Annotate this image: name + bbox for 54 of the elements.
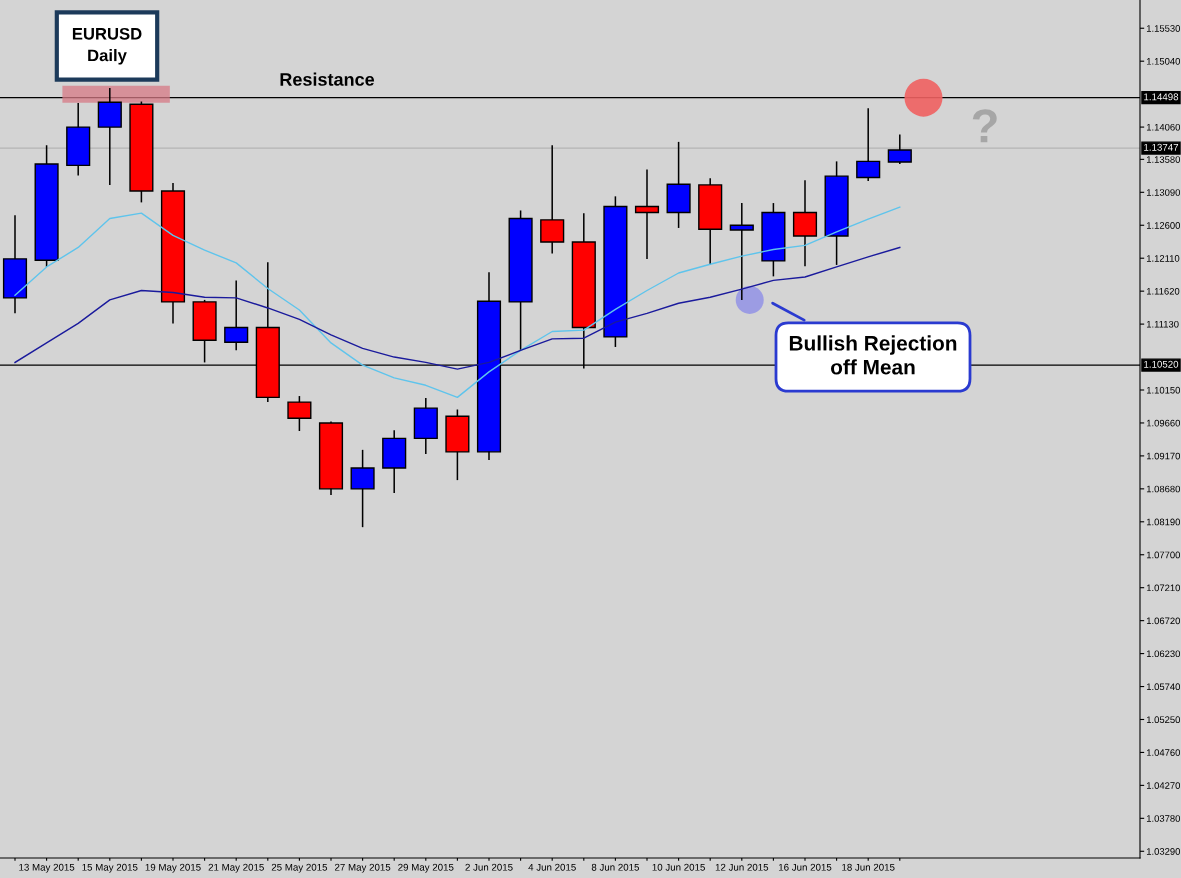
ref-line-label: 1.10520 <box>1144 360 1179 368</box>
y-tick-label: 1.08680 <box>1146 485 1181 493</box>
x-tick-label: 2 Jun 2015 <box>465 863 513 871</box>
x-tick-label: 25 May 2015 <box>271 863 328 873</box>
x-tick-label: 29 May 2015 <box>398 863 454 873</box>
candlestick <box>287 395 312 432</box>
y-tick-label: 1.05740 <box>1146 683 1181 691</box>
candlestick <box>540 144 565 255</box>
x-tick-label: 16 Jun 2015 <box>778 863 832 871</box>
candlestick <box>887 133 912 165</box>
x-tick-label: 19 May 2015 <box>145 863 201 873</box>
y-tick-label: 1.03780 <box>1146 815 1181 822</box>
x-tick-label: 8 Jun 2015 <box>591 863 640 871</box>
y-tick-label: 1.09660 <box>1146 419 1181 427</box>
y-tick-label: 1.05250 <box>1146 716 1181 723</box>
y-tick-label: 1.03290 <box>1146 848 1181 855</box>
x-tick-label: 13 May 2015 <box>19 863 75 873</box>
y-tick-label: 1.11130 <box>1146 320 1179 328</box>
candlestick <box>856 107 881 182</box>
annotation: Bullish Rejection off Mean <box>789 335 957 375</box>
y-tick-label: 1.09170 <box>1146 452 1181 460</box>
y-tick-label: 1.15530 <box>1146 25 1181 32</box>
y-tick-label: 1.12600 <box>1146 222 1181 229</box>
y-tick-label: 1.10150 <box>1146 386 1181 394</box>
candlestick <box>729 202 754 301</box>
y-tick-label: 1.12110 <box>1146 255 1180 262</box>
y-tick-label: 1.15040 <box>1146 58 1181 65</box>
x-tick-label: 18 Jun 2015 <box>842 863 895 871</box>
text: EURUSD Daily <box>72 27 142 65</box>
ref-line-label: 1.14498 <box>1144 93 1179 101</box>
candlestick <box>224 279 249 352</box>
x-tick-label: 15 May 2015 <box>82 863 138 873</box>
y-tick-label: 1.06720 <box>1146 617 1181 625</box>
x-tick-label: 12 Jun 2015 <box>715 863 769 871</box>
ref-line-label: 1.13747 <box>1144 143 1179 151</box>
y-tick-label: 1.07700 <box>1146 551 1181 559</box>
y-tick-label: 1.06230 <box>1146 650 1181 658</box>
y-tick-label: 1.13580 <box>1146 156 1181 163</box>
candlestick <box>634 168 660 260</box>
y-tick-label: 1.13090 <box>1146 189 1181 196</box>
text: ? <box>972 109 997 143</box>
y-tick-label: 1.04270 <box>1146 782 1181 789</box>
y-tick-label: 1.08190 <box>1146 518 1181 526</box>
x-tick-label: 21 May 2015 <box>208 863 264 873</box>
x-tick-label: 10 Jun 2015 <box>652 863 705 871</box>
x-tick-label: 27 May 2015 <box>334 863 391 873</box>
y-tick-label: 1.11620 <box>1146 287 1180 295</box>
candlestick <box>792 179 818 268</box>
y-tick-label: 1.04760 <box>1146 749 1181 756</box>
y-tick-label: 1.14060 <box>1146 123 1181 131</box>
candlestick <box>350 449 375 528</box>
y-tick-label: 1.07210 <box>1146 584 1181 592</box>
annotation: Resistance <box>280 72 375 86</box>
x-tick-label: 4 Jun 2015 <box>528 863 576 871</box>
